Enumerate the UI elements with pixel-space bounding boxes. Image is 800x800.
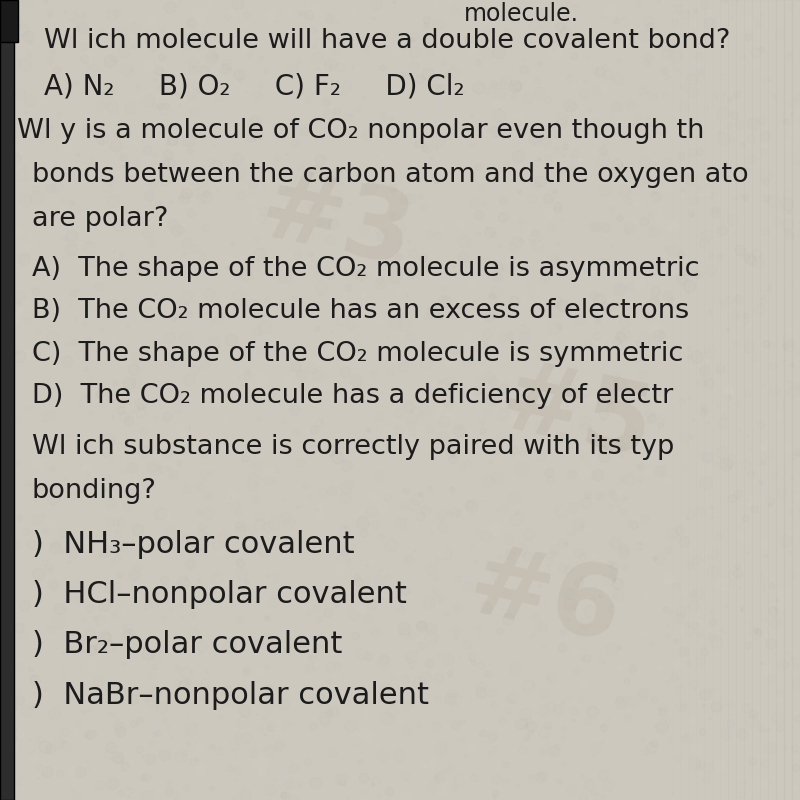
Text: are polar?: are polar? <box>32 206 168 232</box>
Text: #3: #3 <box>251 161 421 287</box>
Text: Wl ich molecule will have a double covalent bond?: Wl ich molecule will have a double coval… <box>44 28 730 54</box>
Text: bonds between the carbon atom and the oxygen ato: bonds between the carbon atom and the ox… <box>32 162 749 188</box>
Text: Wl ich substance is correctly paired with its typ: Wl ich substance is correctly paired wit… <box>32 434 674 459</box>
Text: A)  The shape of the CO₂ molecule is asymmetric: A) The shape of the CO₂ molecule is asym… <box>32 256 699 282</box>
Text: C)  The shape of the CO₂ molecule is symmetric: C) The shape of the CO₂ molecule is symm… <box>32 341 683 366</box>
Text: A) N₂     B) O₂     C) F₂     D) Cl₂: A) N₂ B) O₂ C) F₂ D) Cl₂ <box>44 72 465 100</box>
FancyBboxPatch shape <box>0 0 14 800</box>
Text: )  NH₃–polar covalent: ) NH₃–polar covalent <box>32 530 354 558</box>
Text: #5: #5 <box>491 353 661 479</box>
Text: bonding?: bonding? <box>32 478 157 504</box>
Text: B)  The CO₂ molecule has an excess of electrons: B) The CO₂ molecule has an excess of ele… <box>32 298 690 325</box>
Text: )  NaBr–nonpolar covalent: ) NaBr–nonpolar covalent <box>32 681 429 710</box>
FancyBboxPatch shape <box>0 0 18 42</box>
Text: )  Br₂–polar covalent: ) Br₂–polar covalent <box>32 630 342 659</box>
Text: molecule.: molecule. <box>464 2 579 26</box>
Text: )  HCl–nonpolar covalent: ) HCl–nonpolar covalent <box>32 580 407 609</box>
Text: #6: #6 <box>459 537 629 663</box>
Text: . Wl y is a molecule of CO₂ nonpolar even though th: . Wl y is a molecule of CO₂ nonpolar eve… <box>0 118 704 144</box>
Text: D)  The CO₂ molecule has a deficiency of electr: D) The CO₂ molecule has a deficiency of … <box>32 383 674 409</box>
